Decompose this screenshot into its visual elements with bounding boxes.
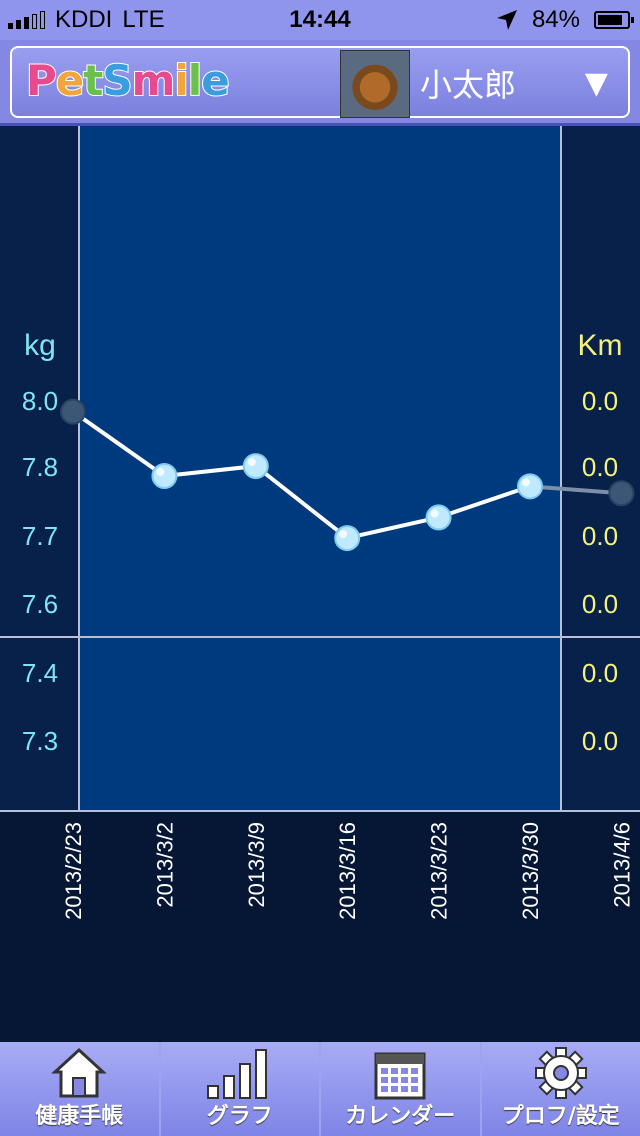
date-label: 2013/4/6 [609, 822, 634, 908]
tab-label: グラフ [206, 1104, 273, 1129]
tab-health-notebook[interactable]: 健康手帳 [0, 1042, 161, 1136]
calendar-icon [374, 1052, 426, 1100]
series-line-segment [71, 410, 166, 478]
right-tick-label: 0.0 [582, 658, 618, 688]
right-tick-label: 0.0 [582, 452, 618, 482]
data-point[interactable] [60, 398, 86, 425]
data-point[interactable] [334, 525, 361, 552]
data-point-highlight [522, 478, 530, 487]
right-tick-label: 0.0 [582, 386, 618, 416]
data-point-highlight [247, 458, 256, 467]
left-tick-label: 7.7 [22, 521, 58, 551]
status-bar: KDDI LTE 14:44 84% [0, 0, 640, 40]
data-point[interactable] [242, 453, 269, 480]
left-tick-label: 7.4 [22, 658, 58, 688]
weight-chart[interactable]: kg Km 8.0 7.8 7.7 7.6 7.4 7.3 0.0 0.0 0.0 0.0 0.0 0… [0, 126, 640, 1042]
date-label: 2013/3/30 [518, 822, 543, 920]
tab-label: 健康手帳 [35, 1104, 124, 1129]
left-tick-label: 7.6 [22, 589, 58, 619]
right-unit-label: Km [578, 329, 623, 362]
right-tick-label: 0.0 [582, 589, 618, 619]
series-line-segment [164, 464, 257, 478]
date-label: 2013/2/23 [61, 822, 86, 920]
app-header: PetSmile 小太郎 ▼ [0, 40, 640, 126]
battery-percent: 84% [531, 6, 580, 33]
tab-graph[interactable]: グラフ [161, 1042, 321, 1136]
chart-svg: kg Km 8.0 7.8 7.7 7.6 7.4 7.3 0.0 0.0 0.0 0.0 0.0 0… [0, 126, 640, 1042]
left-tick-label: 7.8 [22, 452, 58, 482]
clock: 14:44 [289, 6, 351, 33]
tab-profile-settings[interactable]: プロフ/設定 [482, 1042, 640, 1136]
left-tick-label: 8.0 [22, 386, 58, 416]
data-point-highlight [339, 530, 348, 539]
logo-letter: t [82, 55, 104, 106]
network-label: LTE [122, 6, 165, 33]
bar-chart-icon [206, 1049, 267, 1099]
logo-letter: l [187, 55, 204, 106]
pet-name[interactable]: 小太郎 [420, 66, 517, 104]
series-line-segment [254, 464, 349, 540]
series-line-segment [346, 515, 440, 541]
data-point[interactable] [517, 473, 543, 500]
series-line-segment [529, 484, 622, 496]
pet-avatar[interactable] [340, 50, 410, 118]
location-icon [496, 10, 517, 30]
battery-icon [594, 11, 634, 29]
logo-letter: e [200, 55, 230, 106]
home-icon [51, 1047, 108, 1098]
header-panel: PetSmile 小太郎 ▼ [10, 46, 630, 118]
tab-calendar[interactable]: カレンダー [321, 1042, 482, 1136]
carrier-label: KDDI [55, 6, 113, 33]
tab-bar: 健康手帳 グラフ カレンダー [0, 1042, 640, 1136]
logo-letter: m [131, 55, 177, 106]
data-point-highlight [430, 509, 439, 518]
data-point-highlight [156, 468, 165, 476]
signal-icon [8, 11, 45, 29]
battery-fill [598, 15, 622, 25]
date-label: 2013/3/16 [335, 822, 360, 920]
date-label-bg [0, 812, 640, 1042]
date-label: 2013/3/9 [244, 822, 269, 908]
data-point[interactable] [151, 463, 178, 489]
gear-icon [534, 1047, 587, 1099]
date-label: 2013/3/23 [427, 822, 452, 920]
tab-label: カレンダー [345, 1104, 456, 1129]
series-line-segment [437, 484, 531, 520]
logo-letter: e [55, 55, 85, 106]
logo-letter: i [173, 55, 190, 106]
petsmile-logo: PetSmile [25, 55, 231, 106]
tab-label: プロフ/設定 [501, 1104, 620, 1129]
logo-letter: P [25, 55, 58, 106]
data-point[interactable] [608, 480, 635, 507]
date-label: 2013/3/2 [152, 822, 177, 908]
right-tick-label: 0.0 [582, 726, 618, 756]
left-unit-label: kg [24, 329, 56, 362]
left-tick-label: 7.3 [22, 726, 58, 756]
data-point[interactable] [425, 504, 452, 531]
right-tick-label: 0.0 [582, 521, 618, 551]
pet-dropdown-icon[interactable]: ▼ [584, 66, 608, 101]
logo-letter: S [101, 55, 133, 106]
